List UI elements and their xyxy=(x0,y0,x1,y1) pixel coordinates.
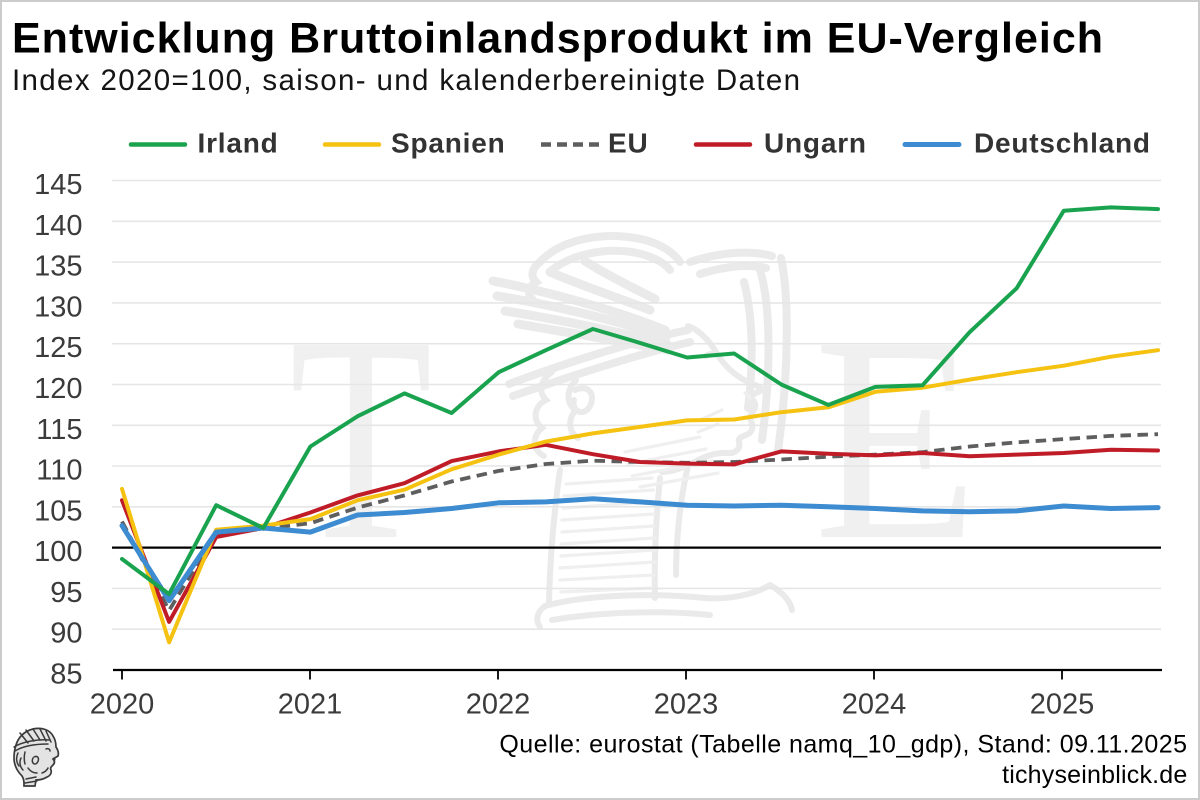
svg-text:145: 145 xyxy=(34,169,82,201)
svg-text:E: E xyxy=(814,276,979,601)
svg-text:90: 90 xyxy=(50,618,82,650)
svg-text:105: 105 xyxy=(34,495,82,527)
svg-text:140: 140 xyxy=(34,210,82,242)
svg-text:Deutschland: Deutschland xyxy=(974,128,1151,159)
svg-text:T: T xyxy=(289,277,432,601)
svg-text:125: 125 xyxy=(34,332,82,364)
svg-text:110: 110 xyxy=(36,455,82,487)
svg-text:2021: 2021 xyxy=(278,689,343,721)
svg-text:130: 130 xyxy=(34,291,82,323)
svg-text:135: 135 xyxy=(34,251,82,283)
svg-text:Entwicklung Bruttoinlandsprodu: Entwicklung Bruttoinlandsprodukt im EU-V… xyxy=(12,15,1104,63)
svg-text:2023: 2023 xyxy=(654,689,719,721)
svg-text:100: 100 xyxy=(34,536,82,568)
svg-text:2025: 2025 xyxy=(1030,689,1095,721)
svg-text:120: 120 xyxy=(34,373,82,405)
svg-text:85: 85 xyxy=(50,659,82,691)
svg-text:Irland: Irland xyxy=(198,128,279,159)
svg-text:2022: 2022 xyxy=(466,689,531,721)
svg-text:2024: 2024 xyxy=(842,689,907,721)
svg-text:95: 95 xyxy=(50,577,82,609)
svg-text:EU: EU xyxy=(608,128,649,159)
svg-text:115: 115 xyxy=(36,414,82,446)
svg-text:Ungarn: Ungarn xyxy=(764,128,867,159)
svg-text:2020: 2020 xyxy=(90,689,155,721)
svg-text:Index 2020=100, saison- und ka: Index 2020=100, saison- und kalenderbere… xyxy=(12,64,801,97)
svg-text:tichyseinblick.de: tichyseinblick.de xyxy=(1002,761,1187,789)
svg-text:Quelle: eurostat (Tabelle namq: Quelle: eurostat (Tabelle namq_10_gdp), … xyxy=(499,731,1187,759)
svg-text:Spanien: Spanien xyxy=(391,128,506,159)
